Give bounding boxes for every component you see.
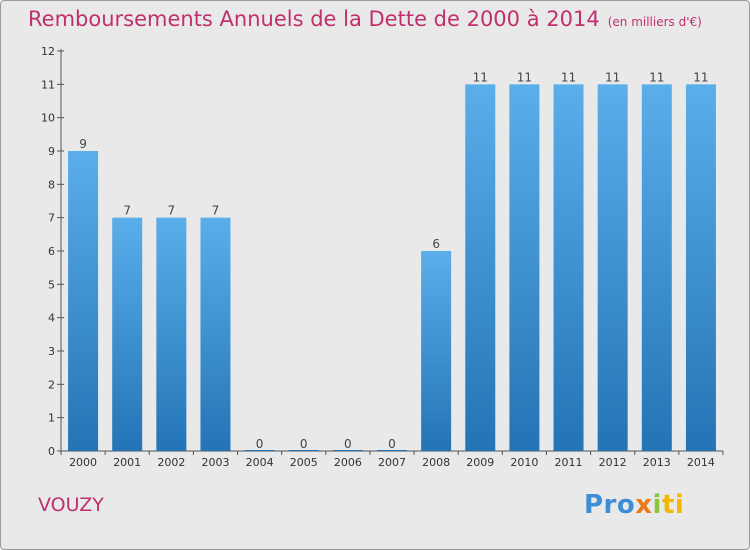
x-tick-label: 2007 bbox=[378, 456, 406, 469]
x-tick-label: 2010 bbox=[510, 456, 538, 469]
bar bbox=[597, 84, 628, 451]
x-tick-label: 2014 bbox=[687, 456, 715, 469]
data-label: 11 bbox=[561, 70, 576, 84]
bar bbox=[509, 84, 540, 451]
data-label: 0 bbox=[344, 437, 352, 451]
chart-labels: 2000 9 2001 7 2002 7 2003 7 2004 0 2005 0 2006 0 2007 0… bbox=[69, 70, 715, 469]
data-label: 7 bbox=[212, 204, 220, 218]
y-tick-label: 9 bbox=[48, 145, 55, 158]
data-label: 9 bbox=[79, 137, 87, 151]
y-tick-label: 4 bbox=[48, 312, 55, 325]
data-label: 11 bbox=[693, 70, 708, 84]
bar bbox=[332, 450, 363, 451]
x-tick-label: 2001 bbox=[113, 456, 141, 469]
bar bbox=[200, 217, 231, 451]
bar bbox=[156, 217, 187, 451]
chart-title-text: Remboursements Annuels de la Dette de 20… bbox=[28, 7, 600, 31]
x-tick-label: 2002 bbox=[157, 456, 185, 469]
data-label: 11 bbox=[649, 70, 664, 84]
bar bbox=[641, 84, 672, 451]
data-label: 11 bbox=[605, 70, 620, 84]
y-tick-label: 3 bbox=[48, 345, 55, 358]
x-tick-label: 2009 bbox=[466, 456, 494, 469]
data-label: 0 bbox=[388, 437, 396, 451]
x-tick-label: 2003 bbox=[201, 456, 229, 469]
bar bbox=[553, 84, 584, 451]
bar bbox=[377, 450, 407, 451]
bar bbox=[288, 450, 319, 451]
y-tick-label: 10 bbox=[41, 112, 55, 125]
y-tick-label: 6 bbox=[48, 245, 55, 258]
data-label: 7 bbox=[123, 204, 131, 218]
bar bbox=[465, 84, 496, 451]
y-tick-label: 7 bbox=[48, 212, 55, 225]
x-tick-label: 2012 bbox=[599, 456, 627, 469]
place-name: VOUZY bbox=[38, 494, 104, 516]
y-tick-label: 2 bbox=[48, 378, 55, 391]
bar bbox=[112, 217, 143, 451]
bar bbox=[421, 251, 452, 451]
data-label: 11 bbox=[517, 70, 532, 84]
bar bbox=[685, 84, 716, 451]
y-tick-label: 11 bbox=[41, 78, 55, 91]
x-tick-label: 2000 bbox=[69, 456, 97, 469]
x-tick-label: 2004 bbox=[246, 456, 274, 469]
x-tick-label: 2005 bbox=[290, 456, 318, 469]
x-tick-label: 2011 bbox=[555, 456, 583, 469]
x-tick-label: 2006 bbox=[334, 456, 362, 469]
x-tick-label: 2008 bbox=[422, 456, 450, 469]
data-label: 11 bbox=[473, 70, 488, 84]
chart-bars bbox=[68, 84, 716, 451]
y-tick-label: 8 bbox=[48, 178, 55, 191]
data-label: 6 bbox=[432, 237, 440, 251]
data-label: 0 bbox=[300, 437, 308, 451]
x-tick-label: 2013 bbox=[643, 456, 671, 469]
proxiti-logo: Proxiti bbox=[584, 490, 685, 520]
y-tick-label: 1 bbox=[48, 412, 55, 425]
y-tick-label: 12 bbox=[41, 45, 55, 58]
y-tick-label: 5 bbox=[48, 278, 55, 291]
data-label: 7 bbox=[168, 204, 176, 218]
chart-title: Remboursements Annuels de la Dette de 20… bbox=[28, 7, 702, 31]
bar bbox=[244, 450, 275, 451]
chart-subtitle: (en milliers d'€) bbox=[607, 15, 702, 29]
data-label: 0 bbox=[256, 437, 264, 451]
y-tick-label: 0 bbox=[48, 445, 55, 458]
bar bbox=[68, 151, 99, 451]
